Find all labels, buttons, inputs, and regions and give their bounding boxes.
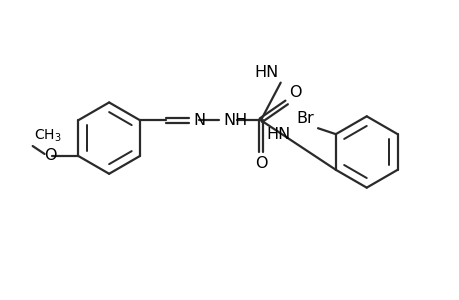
Text: O: O bbox=[44, 148, 56, 164]
Text: NH: NH bbox=[223, 113, 247, 128]
Text: N: N bbox=[193, 113, 205, 128]
Text: HN: HN bbox=[254, 65, 278, 80]
Text: CH$_3$: CH$_3$ bbox=[34, 128, 61, 144]
Text: Br: Br bbox=[296, 111, 313, 126]
Text: HN: HN bbox=[266, 127, 290, 142]
Text: O: O bbox=[288, 85, 301, 100]
Text: O: O bbox=[254, 156, 267, 171]
